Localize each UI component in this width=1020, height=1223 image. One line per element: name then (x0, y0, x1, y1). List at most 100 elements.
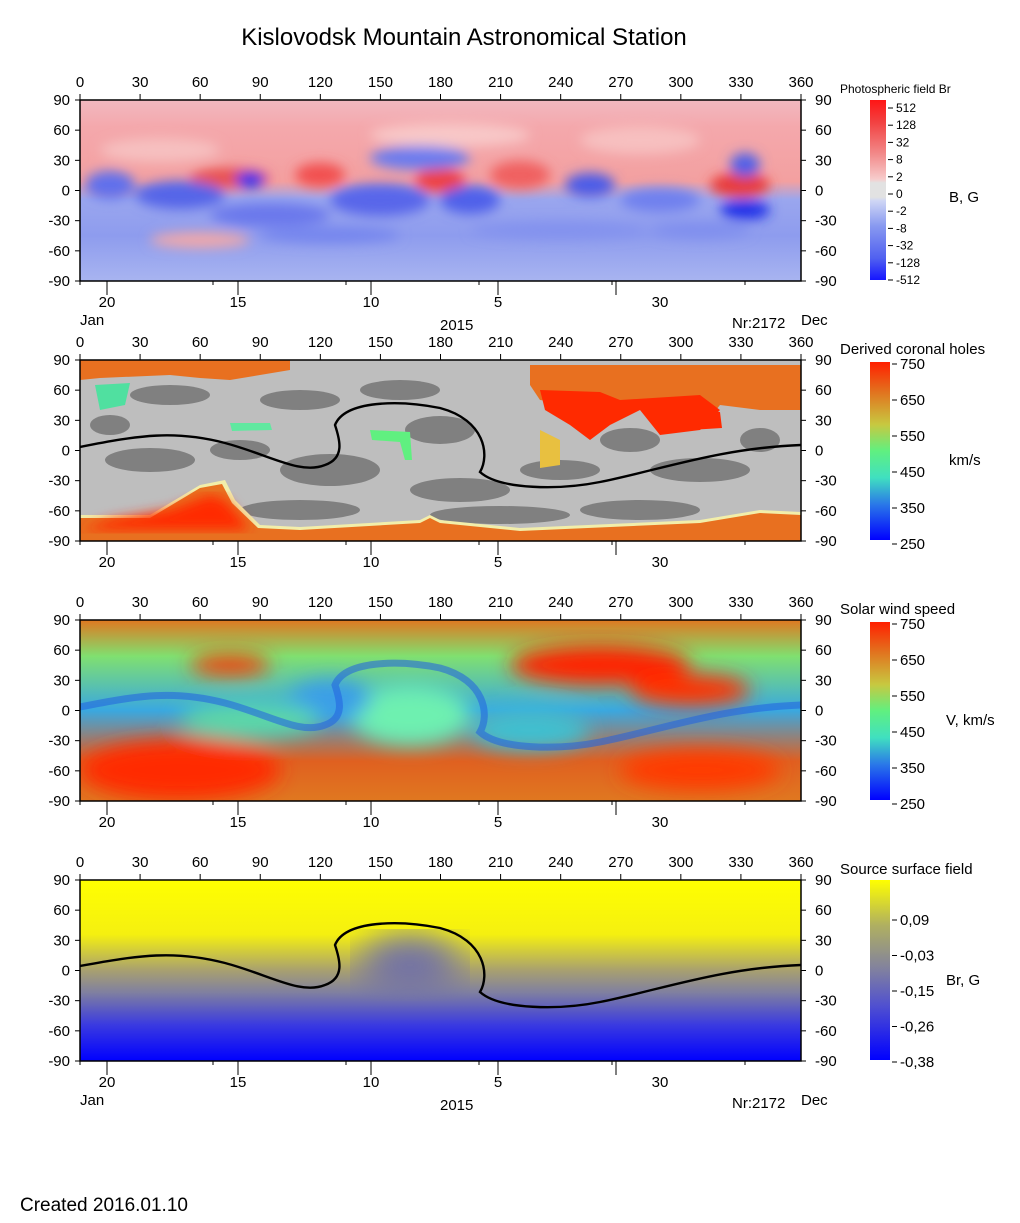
longitude-tick-label: 240 (548, 74, 573, 91)
longitude-tick-label: 90 (252, 74, 269, 91)
date-tick-label: 30 (652, 814, 669, 831)
longitude-tick-label: 0 (76, 334, 84, 351)
longitude-tick-label: 60 (192, 854, 209, 871)
latitude-tick-label: 0 (815, 963, 823, 980)
latitude-tick-label: -60 (48, 763, 70, 780)
created-date: Created 2016.01.10 (20, 1195, 188, 1216)
colorbar-source-surface: Source surface field 0,09 -0,03 -0,15 -0,26… (840, 861, 980, 1071)
colorbar-tick-label: 0,09 (900, 912, 929, 929)
latitude-tick-label: 0 (62, 703, 70, 720)
longitude-tick-label: 270 (608, 74, 633, 91)
colorbar-title: Derived coronal holes (840, 341, 985, 358)
latitude-tick-label: -30 (815, 733, 837, 750)
longitude-tick-label: 90 (252, 854, 269, 871)
longitude-tick-label: 300 (668, 854, 693, 871)
latitude-tick-label: 0 (815, 703, 823, 720)
date-tick-label: 10 (363, 1074, 380, 1091)
panel-coronal-holes (79, 359, 802, 542)
coronal-holes-map (80, 360, 801, 541)
colorbar-tick-label: -0,03 (900, 948, 934, 965)
coronal-hole-regions (80, 360, 801, 541)
source-surface-neutral-line (80, 922, 801, 1009)
longitude-tick-label: 330 (728, 594, 753, 611)
latitude-tick-label: 60 (815, 382, 832, 399)
latitude-tick-label: 30 (53, 152, 70, 169)
longitude-tick-label: 180 (428, 854, 453, 871)
month-label-right: Dec (801, 1092, 828, 1109)
colorbar-ticks: 750 650 550 450 350 250 (892, 616, 925, 813)
latitude-tick-label: 30 (815, 152, 832, 169)
date-tick-label: 15 (230, 1074, 247, 1091)
panel-source-surface-field (79, 879, 802, 1062)
latitude-tick-label: -90 (48, 1053, 70, 1070)
longitude-tick-label: 360 (788, 594, 813, 611)
latitude-tick-label: 90 (53, 92, 70, 109)
figure-title: Kislovodsk Mountain Astronomical Station (241, 24, 687, 51)
photospheric-field-map (80, 100, 801, 281)
longitude-tick-label: 90 (252, 594, 269, 611)
colorbar-tick-label: 550 (900, 688, 925, 705)
latitude-tick-label: -60 (815, 763, 837, 780)
date-tick-label: 5 (494, 294, 502, 311)
longitude-tick-label: 300 (668, 334, 693, 351)
date-tick-label: 20 (99, 814, 116, 831)
longitude-tick-label: 300 (668, 74, 693, 91)
latitude-tick-label: 60 (53, 382, 70, 399)
colorbar-tick-label: -8 (896, 221, 907, 235)
longitude-tick-label: 120 (308, 74, 333, 91)
longitude-tick-label: 120 (308, 594, 333, 611)
longitude-tick-label: 210 (488, 74, 513, 91)
panel-photospheric-field (79, 99, 802, 282)
colorbar-title: Source surface field (840, 861, 973, 878)
latitude-tick-label: 90 (53, 352, 70, 369)
latitude-tick-label: 30 (53, 672, 70, 689)
colorbar-tick-label: 750 (900, 616, 925, 633)
colorbar-tick-label: 750 (900, 356, 925, 373)
latitude-tick-label: 60 (53, 122, 70, 139)
latitude-tick-label: -90 (815, 1053, 837, 1070)
longitude-tick-label: 270 (608, 334, 633, 351)
latitude-tick-label: -90 (48, 273, 70, 290)
longitude-tick-label: 210 (488, 854, 513, 871)
latitude-tick-label: -90 (815, 273, 837, 290)
colorbar-photospheric: Photospheric field Br 512 128 32 8 2 0 -2 -8 -32… (840, 82, 979, 287)
date-tick-label: 10 (363, 814, 380, 831)
longitude-tick-label: 180 (428, 594, 453, 611)
colorbar-tick-label: -0,26 (900, 1019, 934, 1036)
latitude-tick-label: 0 (62, 183, 70, 200)
longitude-tick-label: 210 (488, 594, 513, 611)
longitude-tick-label: 150 (368, 74, 393, 91)
longitude-tick-label: 270 (608, 854, 633, 871)
latitude-tick-label: 30 (815, 672, 832, 689)
colorbar-tick-label: 450 (900, 724, 925, 741)
colorbar-tick-label: 650 (900, 392, 925, 409)
month-label-right: Dec (801, 312, 828, 329)
colorbar-tick-label: 350 (900, 500, 925, 517)
longitude-tick-label: 60 (192, 594, 209, 611)
date-tick-label: 20 (99, 1074, 116, 1091)
solar-wind-neutral-line (80, 659, 801, 751)
solar-wind-map (80, 620, 801, 801)
longitude-tick-label: 120 (308, 334, 333, 351)
colorbar-coronal-holes: Derived coronal holes 750 650 550 450 350 250… (840, 341, 985, 553)
date-tick-label: 10 (363, 554, 380, 571)
month-label-left: Jan (80, 312, 104, 329)
latitude-tick-label: 60 (815, 122, 832, 139)
colorbar-title: Solar wind speed (840, 601, 955, 618)
colorbar-unit: V, km/s (946, 712, 995, 729)
colorbar-tick-label: 250 (900, 536, 925, 553)
latitude-tick-label: 90 (815, 92, 832, 109)
rotation-label: Nr:2172 (732, 315, 785, 332)
latitude-tick-label: 60 (53, 902, 70, 919)
colorbar-title: Photospheric field Br (840, 82, 951, 96)
longitude-tick-label: 180 (428, 74, 453, 91)
colorbar-ticks: 0,09 -0,03 -0,15 -0,26 -0,38 (892, 912, 934, 1071)
longitude-tick-label: 300 (668, 594, 693, 611)
date-tick-label: 30 (652, 1074, 669, 1091)
latitude-tick-label: 0 (815, 183, 823, 200)
latitude-tick-label: -30 (48, 733, 70, 750)
colorbar-tick-label: 512 (896, 101, 916, 115)
date-tick-label: 30 (652, 554, 669, 571)
date-tick-label: 15 (230, 554, 247, 571)
